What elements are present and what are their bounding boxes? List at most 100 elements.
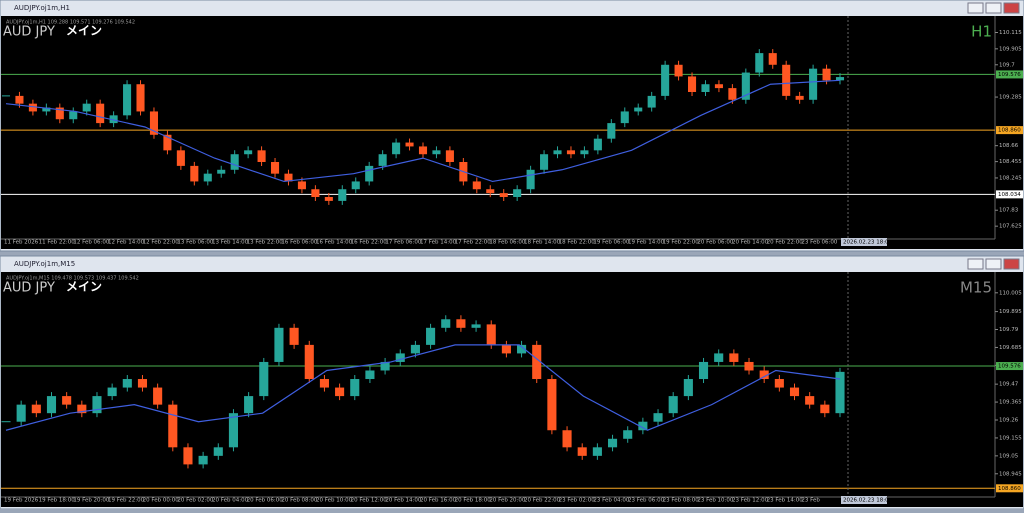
candle <box>153 387 163 405</box>
candle <box>805 396 815 405</box>
y-tick-label: 107.83 <box>999 208 1019 214</box>
candle <box>257 150 266 162</box>
candle <box>217 169 226 174</box>
x-tick-label: 17 Feb 06:00 <box>385 240 422 246</box>
maximize-button[interactable] <box>985 2 1002 14</box>
candle <box>338 189 347 201</box>
price-tag <box>996 484 1023 493</box>
candle <box>123 84 132 116</box>
candle <box>183 447 193 465</box>
y-tick-label: 109.79 <box>999 327 1019 333</box>
timeframe-label: M15 <box>960 279 992 297</box>
candle <box>532 344 542 380</box>
candle <box>122 379 132 388</box>
candle <box>284 173 293 182</box>
candle <box>149 111 159 135</box>
candle <box>714 353 724 362</box>
x-tick-label: 23 Feb 10:00 <box>697 498 734 504</box>
candle <box>741 72 750 100</box>
x-tick-label: 19 Feb 20:00 <box>73 498 110 504</box>
x-tick-label: 18 Feb 22:00 <box>559 240 596 246</box>
candle <box>638 421 648 431</box>
candle <box>835 77 845 81</box>
close-button[interactable] <box>1003 258 1020 270</box>
candle <box>759 370 769 380</box>
x-tick-label: 20 Feb 18:00 <box>455 498 492 504</box>
candle <box>324 197 333 201</box>
candle <box>755 53 764 73</box>
candle <box>46 396 57 414</box>
candle <box>426 327 436 345</box>
candle <box>526 169 535 190</box>
candle <box>15 95 24 104</box>
timeframe-label: H1 <box>971 23 992 41</box>
x-tick-label: 11 Feb 2026 <box>4 240 39 246</box>
chart-area <box>1 16 1023 249</box>
x-tick-label: 23 Feb 04:00 <box>593 498 630 504</box>
candle <box>319 379 329 388</box>
x-tick-label: 20 Feb 02:00 <box>177 498 214 504</box>
x-tick-label: 18 Feb 06:00 <box>489 240 526 246</box>
candle <box>744 361 754 371</box>
candle <box>365 165 374 182</box>
candle <box>31 404 41 414</box>
candle <box>16 404 26 422</box>
candle <box>592 447 602 456</box>
candle <box>728 88 737 100</box>
candle <box>203 173 212 182</box>
candle <box>714 84 723 89</box>
x-tick-label: 20 Feb 22:00 <box>524 498 561 504</box>
x-tick-label: 20 Feb 20:00 <box>489 498 526 504</box>
candle <box>647 95 656 108</box>
x-tick-label: 23 Feb 14:00 <box>767 498 804 504</box>
x-tick-label: 12 Feb 22:00 <box>143 240 180 246</box>
candle <box>69 111 78 120</box>
candle <box>311 189 320 197</box>
x-tick-label: 20 Feb 14:00 <box>385 498 422 504</box>
candle <box>668 396 678 414</box>
y-tick-label: 108.455 <box>999 159 1022 165</box>
minimize-button[interactable] <box>967 258 984 270</box>
candle <box>380 361 390 371</box>
candle <box>274 327 284 362</box>
x-tick-label: 20 Feb 10:00 <box>316 498 353 504</box>
candle <box>378 154 387 166</box>
candle <box>472 181 481 190</box>
candle <box>513 189 522 197</box>
x-tick-label: 20 Feb 16:00 <box>420 498 457 504</box>
price-tag <box>996 126 1023 135</box>
candle <box>92 396 102 414</box>
candle <box>634 107 643 112</box>
symbol-label: AUD JPY <box>3 281 55 296</box>
y-tick-label: 109.26 <box>999 418 1019 424</box>
close-button[interactable] <box>1003 2 1020 14</box>
candle <box>782 64 791 96</box>
candle <box>674 64 683 77</box>
candle <box>289 327 299 345</box>
candle <box>365 370 375 380</box>
candle <box>795 95 804 100</box>
x-tick-label: 20 Feb 08:00 <box>281 498 318 504</box>
price-tag-label: 109.576 <box>998 72 1021 78</box>
maximize-button[interactable] <box>985 258 1002 270</box>
x-tick-label: 23 Feb 02:00 <box>559 498 596 504</box>
y-tick-label: 109.365 <box>999 400 1022 406</box>
candle <box>553 150 562 155</box>
x-tick-label: 18 Feb 14:00 <box>524 240 561 246</box>
x-tick-label: 17 Feb 14:00 <box>420 240 457 246</box>
candle <box>351 181 360 190</box>
x-tick-label: 23 Feb <box>801 498 820 504</box>
candle <box>168 404 178 448</box>
candle <box>42 107 51 112</box>
candle <box>620 111 629 124</box>
window-title: AUDJPY.oj1m,H1 <box>14 4 70 12</box>
candle <box>835 371 845 414</box>
y-tick-label: 110.115 <box>999 30 1022 36</box>
candle <box>577 447 587 456</box>
x-tick-label: 19 Feb 2026 <box>4 498 39 504</box>
candle <box>499 193 508 197</box>
price-tag <box>996 190 1023 199</box>
minimize-button[interactable] <box>967 2 984 14</box>
candle <box>405 142 414 147</box>
x-tick-label: 20 Feb 06:00 <box>697 240 734 246</box>
